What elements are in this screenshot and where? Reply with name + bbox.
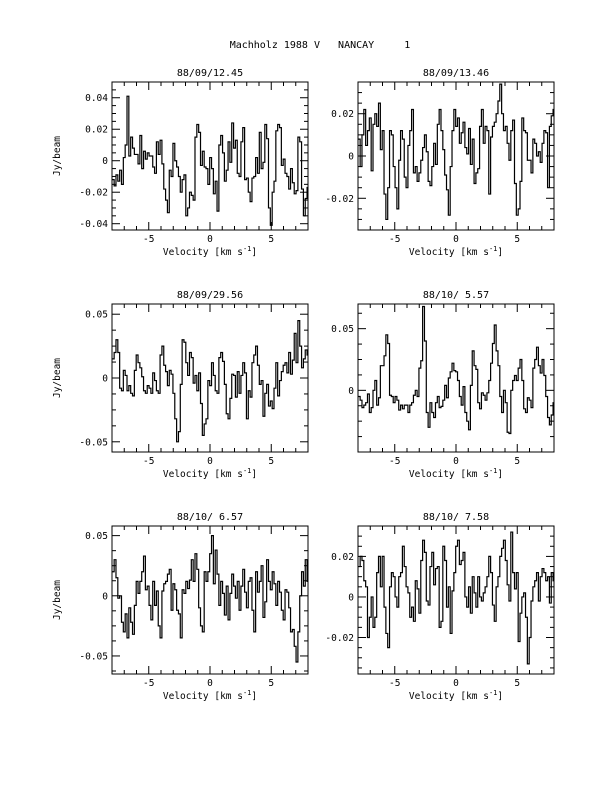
panel-title: 88/10/ 7.58 — [423, 512, 489, 523]
x-axis-label: Velocity [km s-1] — [163, 689, 257, 702]
x-axis-label: Velocity [km s-1] — [163, 467, 257, 480]
x-axis-label-main: Velocity [km s — [163, 469, 243, 480]
x-tick-label: -5 — [389, 678, 400, 689]
x-tick-label: 5 — [514, 234, 520, 245]
x-tick-label: -5 — [143, 678, 154, 689]
y-axis-label: Jy/beam — [52, 358, 63, 398]
y-axis-label: Jy/beam — [52, 580, 63, 620]
x-axis-label-exponent: -1 — [489, 467, 497, 475]
x-tick-label: 5 — [268, 234, 274, 245]
y-axis-label: Jy/beam — [52, 136, 63, 176]
x-tick-label: 5 — [514, 678, 520, 689]
y-tick-label: -0.04 — [79, 219, 108, 230]
x-axis-label-exponent: -1 — [243, 689, 251, 697]
spectrum-panel: 88/10/ 6.57 -5 0 5 -0.05 0 0.05 Velocity [km s-… — [52, 512, 309, 702]
spectrum-line — [358, 305, 554, 435]
x-tick-label: 0 — [207, 678, 213, 689]
y-tick-label: -0.02 — [325, 194, 354, 205]
x-axis-label-close: ] — [497, 691, 503, 702]
panel-title: 88/10/ 6.57 — [177, 512, 243, 523]
spectrum-panel: 88/09/13.46 -5 0 5 -0.02 0 0.02 Velocity [km s-… — [325, 68, 555, 258]
x-axis-label-main: Velocity [km s — [409, 691, 489, 702]
x-axis-label: Velocity [km s-1] — [409, 467, 503, 480]
panel-title: 88/10/ 5.57 — [423, 290, 489, 301]
spectrum-panel: 88/10/ 7.58 -5 0 5 -0.02 0 0.02 Velocity [km s-… — [325, 512, 555, 702]
spectrum-panel: 88/10/ 5.57 -5 0 5 0 0.05 Velocity [km s-1] — [331, 290, 555, 480]
panel-title: 88/09/13.46 — [423, 68, 489, 79]
x-axis-label-main: Velocity [km s — [163, 247, 243, 258]
y-tick-label: -0.05 — [79, 651, 108, 662]
spectrum-line — [358, 83, 554, 221]
y-tick-label: 0.05 — [331, 324, 354, 335]
x-tick-label: -5 — [143, 234, 154, 245]
panels: 88/09/12.45 -5 0 5 -0.04 -0.02 0 0.02 0.04 Veloci… — [52, 68, 555, 702]
y-tick-label: 0.05 — [85, 310, 108, 321]
x-axis-label-close: ] — [251, 469, 257, 480]
spectrum-line — [112, 535, 308, 663]
figure-title: Machholz 1988 V NANCAY 1 — [230, 40, 411, 51]
panel-title: 88/09/12.45 — [177, 68, 243, 79]
x-tick-label: 0 — [207, 456, 213, 467]
y-tick-label: 0.02 — [85, 125, 108, 136]
x-axis-label-main: Velocity [km s — [409, 247, 489, 258]
y-tick-label: 0 — [102, 156, 108, 167]
spectrum-line — [112, 95, 308, 226]
x-tick-label: -5 — [389, 234, 400, 245]
x-tick-label: -5 — [389, 456, 400, 467]
spectrum-line — [112, 319, 308, 443]
spectrum-panel: 88/09/12.45 -5 0 5 -0.04 -0.02 0 0.02 0.04 Veloci… — [52, 68, 309, 258]
x-tick-label: 5 — [268, 678, 274, 689]
x-axis-label: Velocity [km s-1] — [163, 245, 257, 258]
plot-frame — [111, 303, 309, 453]
panel-title: 88/09/29.56 — [177, 290, 243, 301]
x-axis-label-main: Velocity [km s — [163, 691, 243, 702]
x-axis-label-exponent: -1 — [489, 245, 497, 253]
y-tick-label: -0.02 — [79, 188, 108, 199]
x-axis-label-exponent: -1 — [243, 245, 251, 253]
y-tick-label: 0.04 — [85, 93, 108, 104]
x-axis-label-close: ] — [251, 691, 257, 702]
y-tick-label: 0.05 — [85, 531, 108, 542]
plot-frame — [111, 525, 309, 675]
x-axis-label-close: ] — [251, 247, 257, 258]
x-tick-label: 0 — [453, 234, 459, 245]
x-axis-label: Velocity [km s-1] — [409, 245, 503, 258]
y-tick-label: -0.02 — [325, 633, 354, 644]
x-tick-label: 5 — [268, 456, 274, 467]
x-axis-label-exponent: -1 — [243, 467, 251, 475]
spectrum-line — [358, 531, 554, 665]
x-axis-label-close: ] — [497, 469, 503, 480]
plot-frame — [357, 303, 555, 453]
y-tick-label: 0 — [102, 591, 108, 602]
x-tick-label: 0 — [207, 234, 213, 245]
x-tick-label: 0 — [453, 456, 459, 467]
y-tick-label: 0.02 — [331, 552, 354, 563]
y-tick-label: 0 — [102, 374, 108, 385]
y-tick-label: 0 — [348, 152, 354, 163]
y-tick-label: 0 — [348, 386, 354, 397]
x-axis-label-main: Velocity [km s — [409, 469, 489, 480]
y-tick-label: -0.05 — [79, 437, 108, 448]
x-axis-label-close: ] — [497, 247, 503, 258]
y-tick-label: 0.02 — [331, 109, 354, 120]
spectrum-panel: 88/09/29.56 -5 0 5 -0.05 0 0.05 Velocity [km s-… — [52, 290, 309, 480]
x-axis-label-exponent: -1 — [489, 689, 497, 697]
x-tick-label: 0 — [453, 678, 459, 689]
x-tick-label: -5 — [143, 456, 154, 467]
x-tick-label: 5 — [514, 456, 520, 467]
x-axis-label: Velocity [km s-1] — [409, 689, 503, 702]
y-tick-label: 0 — [348, 592, 354, 603]
